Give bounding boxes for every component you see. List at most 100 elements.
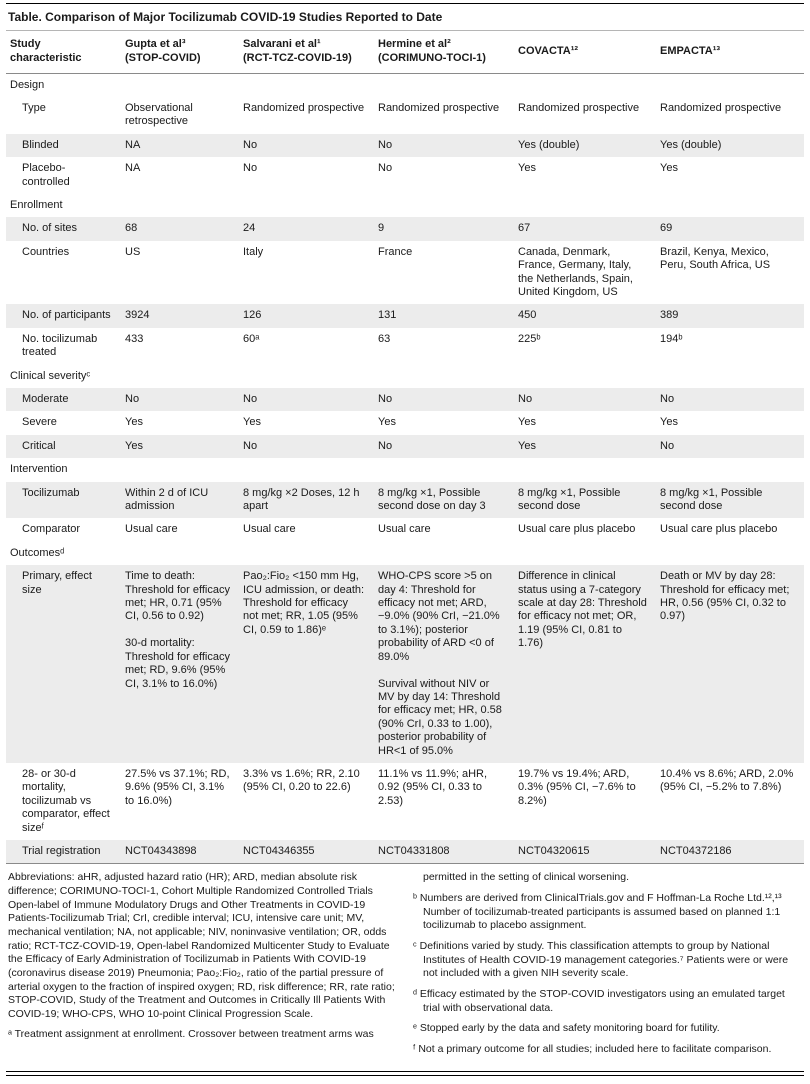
cell: Usual care [378, 523, 431, 536]
cell: No [378, 393, 393, 405]
cell: No [378, 439, 393, 452]
row-no-tocilizumab-treated: No. tocilizumab treated 433 60ᵃ 63 225ᵇ … [6, 328, 804, 365]
section-label: Design [10, 78, 45, 91]
row-no-of-sites: No. of sites 68 24 9 67 69 [6, 217, 804, 241]
cell: 131 [378, 309, 397, 322]
footnote-d: ᵈ Efficacy estimated by the STOP-COVID i… [413, 987, 785, 1014]
cell: 60ᵃ [243, 332, 260, 345]
top-rule [6, 3, 804, 4]
row-label: No. tocilizumab treated [22, 332, 98, 359]
section-label: Clinical severityᶜ [10, 369, 91, 382]
cell: Italy [243, 245, 264, 258]
cell: 8 mg/kg ×1, Possible second dose on day … [378, 486, 486, 513]
section-row-design: Design [6, 73, 804, 97]
cell: 450 [518, 309, 537, 322]
section-label: Enrollment [10, 198, 63, 211]
row-label: Tocilizumab [22, 486, 80, 499]
row-label: Comparator [22, 523, 81, 536]
row-critical: Critical Yes No No Yes No [6, 434, 804, 459]
cell: Within 2 d of ICU admission [125, 486, 209, 513]
cell: Yes [378, 416, 396, 429]
row-severe: Severe Yes Yes Yes Yes Yes [6, 411, 804, 434]
row-trial-registration: Trial registration NCT04343898 NCT043463… [6, 839, 804, 864]
cell: Death or MV by day 28: Threshold for eff… [660, 570, 790, 623]
cell: 126 [243, 309, 262, 322]
section-label: Intervention [10, 463, 68, 476]
cell: 10.4% vs 8.6%; ARD, 2.0% (95% CI, −5.2% … [660, 767, 794, 794]
cell: Usual care plus placebo [518, 523, 636, 536]
section-label: Outcomesᵈ [10, 546, 65, 559]
footnotes-right-column: permitted in the setting of clinical wor… [413, 871, 802, 1063]
cell: No [378, 138, 393, 151]
row-label: Type [22, 101, 46, 114]
row-label: Moderate [22, 393, 69, 405]
cell: No [518, 393, 533, 405]
cell: Yes [518, 416, 536, 429]
cell: NCT04320615 [518, 844, 590, 857]
column-header-gupta: Gupta et al³ (STOP-COVID) [121, 31, 239, 74]
row-type: Type Observational retrospective Randomi… [6, 97, 804, 134]
cell: Randomized prospective [660, 101, 782, 114]
cell: Randomized prospective [243, 101, 365, 114]
row-label: Countries [22, 245, 70, 258]
row-label: Placebo-controlled [22, 162, 70, 188]
cell: 225ᵇ [518, 332, 541, 345]
cell: No [243, 138, 258, 151]
row-no-of-participants: No. of participants 3924 126 131 450 389 [6, 304, 804, 328]
column-header-study-characteristic: Study characteristic [6, 31, 121, 74]
footnote-c: ᶜ Definitions varied by study. This clas… [413, 939, 789, 980]
cell: 8 mg/kg ×1, Possible second dose [518, 486, 621, 513]
section-row-clinical-severity: Clinical severityᶜ [6, 365, 804, 388]
column-header-salvarani: Salvarani et al¹ (RCT-TCZ-COVID-19) [239, 31, 374, 74]
row-placebo-controlled: Placebo-controlled NA No No Yes Yes [6, 157, 804, 194]
cell: 68 [125, 222, 138, 235]
row-label: Blinded [22, 138, 59, 151]
row-mortality-effect-size: 28- or 30-d mortality, tocilizumab vs co… [6, 763, 804, 840]
footnote-b: ᵇ Numbers are derived from ClinicalTrial… [413, 892, 782, 932]
column-header-covacta: COVACTA¹² [514, 31, 656, 74]
column-header-hermine: Hermine et al² (CORIMUNO-TOCI-1) [374, 31, 514, 74]
table-title: Table. Comparison of Major Tocilizumab C… [6, 4, 804, 31]
cell: Yes [243, 416, 261, 429]
cell: Usual care [243, 523, 296, 536]
column-header-empacta: EMPACTA¹³ [656, 31, 804, 74]
footnote-a-continuation: permitted in the setting of clinical wor… [423, 871, 630, 884]
cell: Yes [518, 162, 536, 175]
cell: Yes (double) [518, 138, 580, 151]
cell: Randomized prospective [518, 101, 640, 114]
footnote-e: ᵉ Stopped early by the data and safety m… [413, 1022, 720, 1035]
row-label: Trial registration [22, 844, 101, 857]
cell: 11.1% vs 11.9%; aHR, 0.92 (95% CI, 0.33 … [378, 767, 488, 807]
cell: Time to death: Threshold for efficacy me… [125, 570, 230, 690]
row-label: Severe [22, 416, 57, 429]
row-label: 28- or 30-d mortality, tocilizumab vs co… [22, 767, 110, 834]
cell: 69 [660, 222, 673, 235]
cell: NA [125, 162, 141, 175]
cell: Yes [518, 439, 536, 452]
cell: 433 [125, 332, 144, 345]
cell: No [243, 162, 258, 175]
cell: Yes [125, 439, 143, 452]
cell: NCT04343898 [125, 844, 197, 857]
footnote-f: ᶠ Not a primary outcome for all studies;… [413, 1042, 772, 1055]
cell: Observational retrospective [125, 101, 193, 128]
cell: Usual care [125, 523, 178, 536]
cell: 194ᵇ [660, 332, 683, 345]
row-label: Primary, effect size [22, 570, 92, 596]
comparison-table: Study characteristic Gupta et al³ (STOP-… [6, 31, 804, 864]
cell: 19.7% vs 19.4%; ARD, 0.3% (95% CI, −7.6%… [518, 767, 636, 807]
row-comparator: Comparator Usual care Usual care Usual c… [6, 518, 804, 541]
cell: Randomized prospective [378, 101, 500, 114]
cell: Brazil, Kenya, Mexico, Peru, South Afric… [660, 245, 771, 272]
cell: NCT04372186 [660, 844, 732, 857]
section-row-intervention: Intervention [6, 458, 804, 481]
section-row-outcomes: Outcomesᵈ [6, 542, 804, 565]
cell: No [660, 393, 675, 405]
footnotes: Abbreviations: aHR, adjusted hazard rati… [6, 863, 804, 1067]
row-primary-effect-size: Primary, effect size Time to death: Thre… [6, 565, 804, 763]
row-blinded: Blinded NA No No Yes (double) Yes (doubl… [6, 133, 804, 158]
cell: No [243, 393, 258, 405]
section-row-enrollment: Enrollment [6, 194, 804, 217]
cell: Yes (double) [660, 138, 722, 151]
